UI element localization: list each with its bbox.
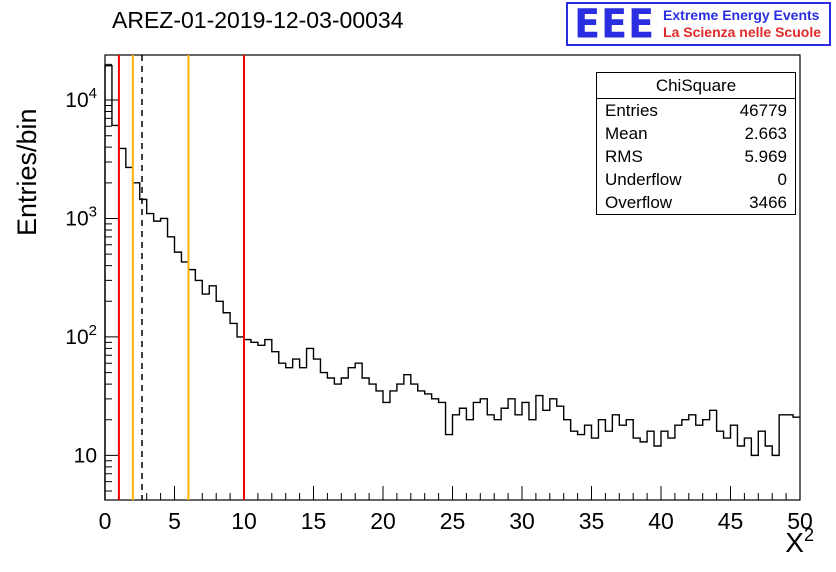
x-tick-label: 45	[718, 508, 744, 534]
stats-label: Underflow	[605, 170, 682, 189]
x-tick-label: 30	[509, 508, 535, 534]
x-tick-label: 40	[648, 508, 674, 534]
y-tick-label: 102	[65, 322, 97, 349]
stats-label: Entries	[605, 101, 658, 120]
stats-value: 3466	[749, 193, 787, 212]
stats-label: RMS	[605, 147, 643, 166]
x-axis-label-exponent: 2	[804, 525, 814, 545]
stats-label: Mean	[605, 124, 648, 143]
eee-logo-letters: EEE	[574, 0, 656, 48]
eee-logo-text: Extreme Energy Events La Scienza nelle S…	[663, 7, 821, 41]
x-tick-label: 5	[168, 508, 181, 534]
stats-value: 5.969	[744, 147, 787, 166]
y-tick-label: 10	[74, 444, 97, 467]
stats-value: 46779	[739, 101, 787, 120]
x-tick-label: 0	[99, 508, 112, 534]
stats-row-underflow: Underflow 0	[597, 168, 795, 191]
eee-logo-subtitle-it: La Scienza nelle Scuole	[663, 24, 821, 40]
eee-logo-subtitle-en: Extreme Energy Events	[663, 7, 820, 23]
y-tick-label: 104	[65, 85, 97, 112]
x-tick-label: 25	[440, 508, 466, 534]
x-tick-label: 20	[370, 508, 396, 534]
plot-title: AREZ-01-2019-12-03-00034	[112, 7, 404, 33]
stats-value: 0	[777, 170, 787, 189]
y-tick-label: 103	[65, 203, 97, 230]
eee-logo: EEE Extreme Energy Events La Scienza nel…	[566, 2, 831, 46]
stats-label: Overflow	[605, 193, 673, 212]
stats-box: ChiSquare Entries 46779 Mean 2.663 RMS 5…	[596, 72, 796, 215]
stats-row-mean: Mean 2.663	[597, 122, 795, 145]
stats-row-rms: RMS 5.969	[597, 145, 795, 168]
x-tick-label: 35	[579, 508, 605, 534]
x-axis-label: X2	[785, 525, 814, 558]
stats-row-overflow: Overflow 3466	[597, 191, 795, 214]
histogram-line	[104, 64, 800, 500]
x-tick-label: 10	[231, 508, 257, 534]
x-axis-label-base: X	[785, 527, 804, 558]
stats-value: 2.663	[744, 124, 787, 143]
y-axis-label: Entries/bin	[12, 108, 42, 236]
x-tick-label: 15	[301, 508, 327, 534]
stats-row-entries: Entries 46779	[597, 99, 795, 122]
x-tick-label: 50	[787, 508, 813, 534]
stats-title: ChiSquare	[597, 73, 795, 99]
